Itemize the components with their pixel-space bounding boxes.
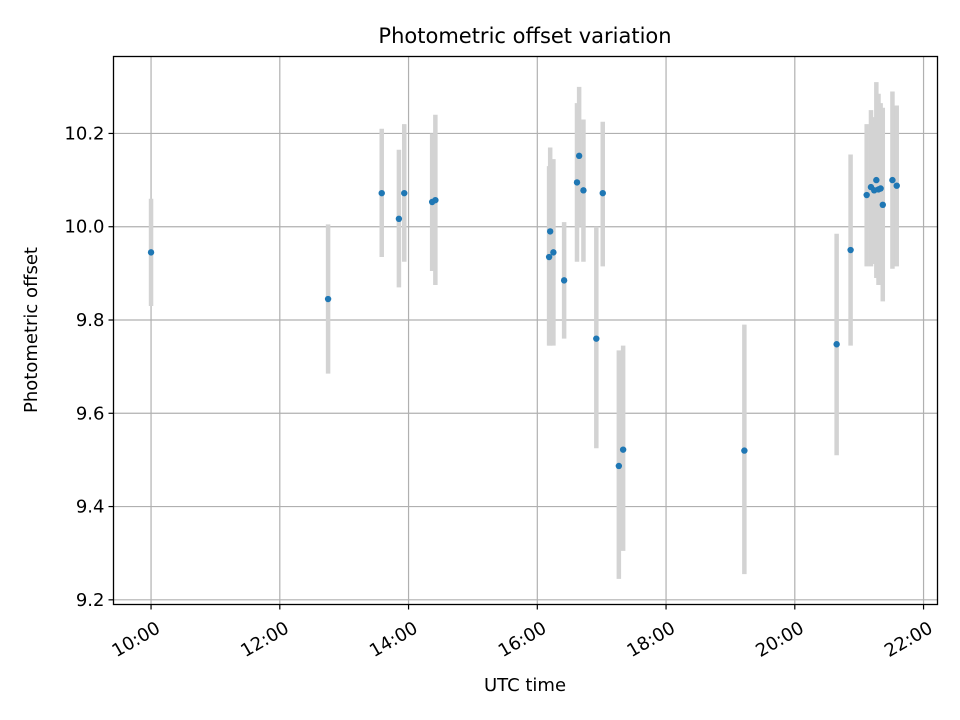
data-point xyxy=(619,446,627,453)
data-point xyxy=(889,176,896,184)
grid xyxy=(113,56,938,605)
y-axis-label: Photometric offset xyxy=(21,247,42,413)
data-point xyxy=(615,462,623,470)
data-point xyxy=(873,176,880,184)
data-point xyxy=(378,189,385,197)
data-point xyxy=(580,187,587,194)
data-point xyxy=(593,335,600,342)
data-point xyxy=(432,196,439,204)
data-point xyxy=(833,341,840,348)
data-point xyxy=(560,277,568,284)
data-point xyxy=(395,215,403,223)
y-tick-label: 9.4 xyxy=(76,497,105,518)
data-point xyxy=(599,189,606,197)
data-point xyxy=(877,185,884,192)
y-tick-label: 10.2 xyxy=(64,123,104,144)
data-point xyxy=(575,152,583,160)
data-point xyxy=(401,189,408,197)
data-point xyxy=(324,295,332,303)
y-tick-label: 9.8 xyxy=(76,310,105,331)
data-point xyxy=(863,191,870,199)
y-tick-label: 9.2 xyxy=(76,590,105,611)
data-point xyxy=(545,253,553,261)
x-axis-label: UTC time xyxy=(484,675,566,696)
chart-title: Photometric offset variation xyxy=(378,24,671,48)
data-point xyxy=(741,447,748,454)
data-point xyxy=(546,228,554,235)
data-point xyxy=(573,179,581,186)
y-tick-label: 9.6 xyxy=(76,403,105,424)
data-point xyxy=(893,182,900,189)
data-point xyxy=(879,201,886,209)
data-point xyxy=(550,249,557,256)
data-point xyxy=(147,249,155,256)
y-tick-label: 10.0 xyxy=(64,217,104,238)
plot-frame xyxy=(112,55,939,606)
data-point xyxy=(847,246,854,254)
data-points xyxy=(147,152,900,470)
